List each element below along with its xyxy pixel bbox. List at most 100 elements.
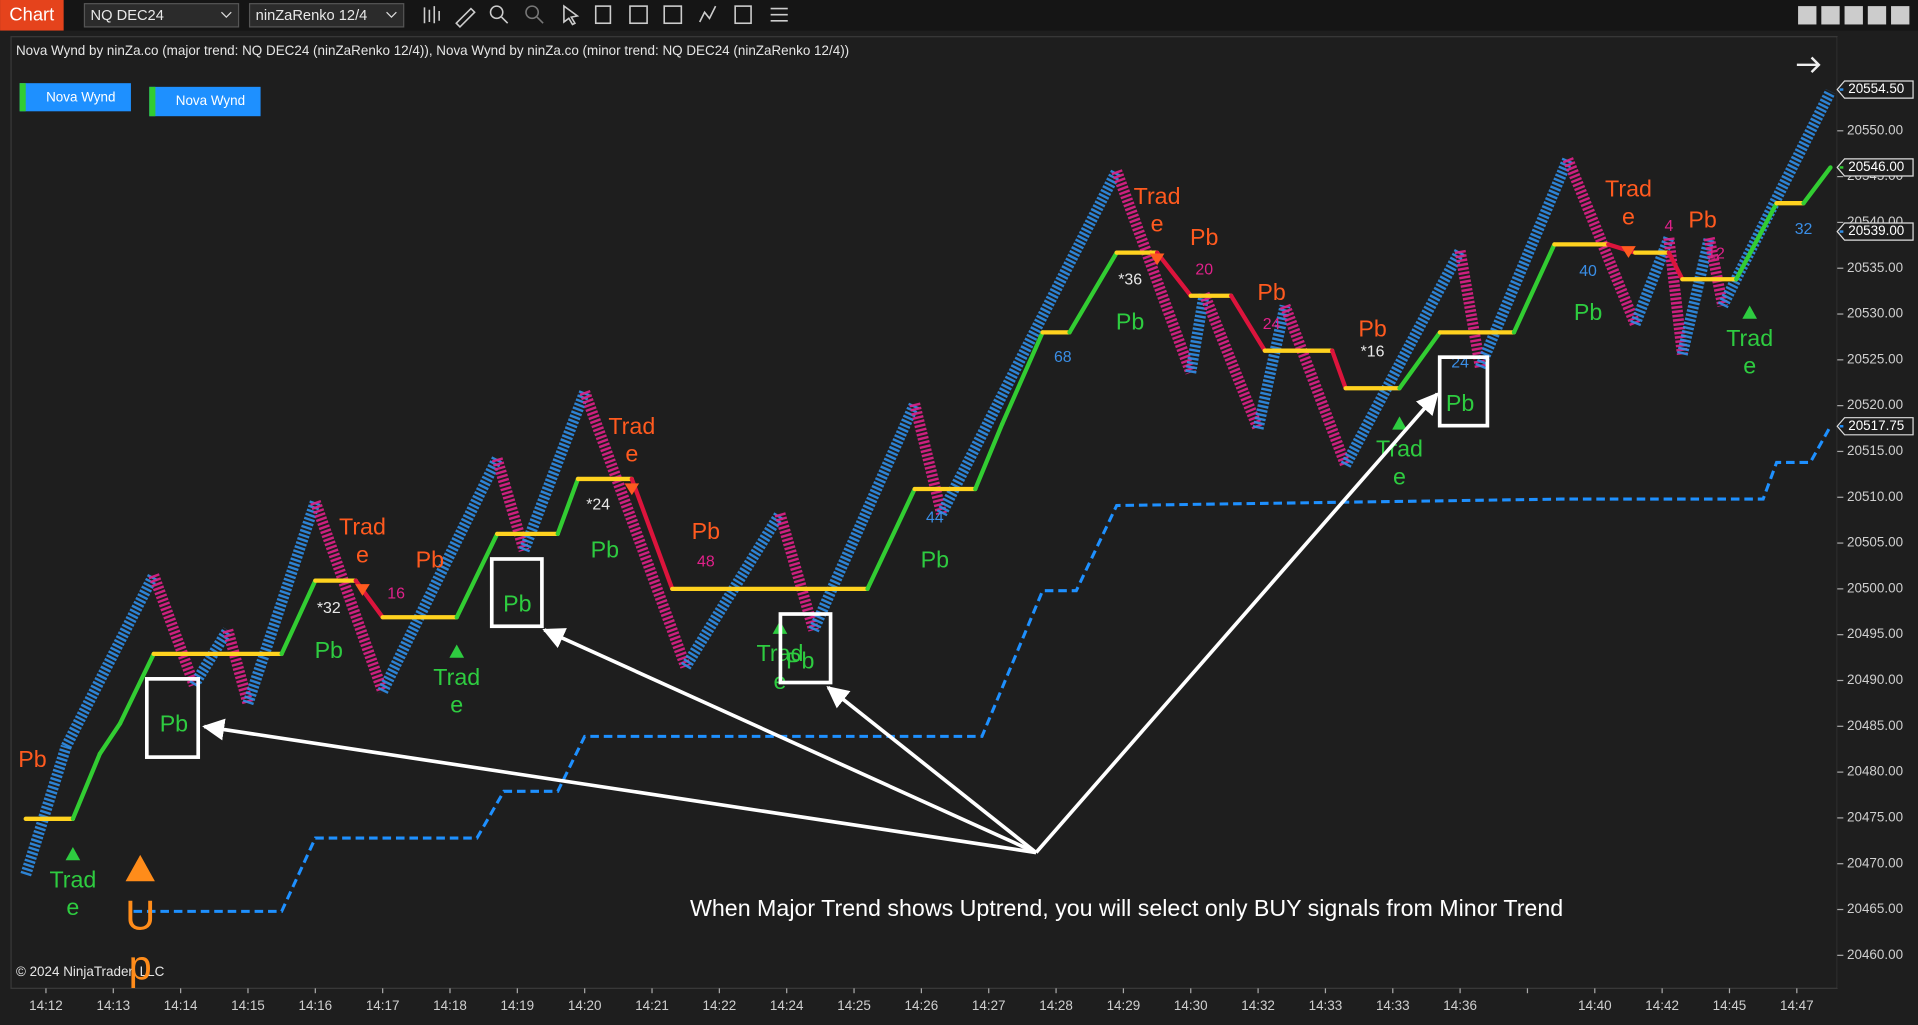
annotation: When Major Trend shows Uptrend, you will… xyxy=(690,895,1563,921)
minor-trend-segment xyxy=(1397,330,1443,391)
price-segment xyxy=(579,390,691,669)
signal-label: e xyxy=(1622,203,1635,229)
buy-triangle xyxy=(125,854,155,882)
x-tick-label: 14:19 xyxy=(501,998,535,1013)
x-tick-label: 14:18 xyxy=(433,998,467,1013)
x-tick-label: 14:22 xyxy=(703,998,737,1013)
y-tick-label: 20515.00 xyxy=(1847,443,1903,458)
y-tick-label: 20500.00 xyxy=(1847,580,1903,595)
minor-trend-segment xyxy=(1801,165,1833,206)
price-segment xyxy=(1185,292,1210,374)
chart-tab[interactable] xyxy=(0,0,64,31)
plot-area xyxy=(10,36,1838,989)
x-tick-label: 14:25 xyxy=(837,998,871,1013)
y-tick-label: 20550.00 xyxy=(1847,122,1903,137)
x-tick-label: 14:17 xyxy=(366,998,400,1013)
minor-trend-segment xyxy=(97,721,123,756)
button-accent xyxy=(19,83,26,112)
toolbar-icons[interactable] xyxy=(423,4,788,29)
price-segment xyxy=(148,573,200,687)
x-tick-label: 14:28 xyxy=(1039,998,1073,1013)
callouts xyxy=(144,355,1490,855)
minor-trend-segment xyxy=(865,486,917,592)
signal-label: Pb xyxy=(1190,224,1218,250)
scroll-arrow[interactable] xyxy=(1796,56,1821,74)
bartype-label: ninZaRenko 12/4 xyxy=(256,8,368,24)
major-trend-line xyxy=(133,425,1832,913)
x-tick-label: 14:30 xyxy=(1174,998,1208,1013)
price-segment xyxy=(1475,157,1573,370)
price-segment xyxy=(808,401,920,633)
signal-label: 4 xyxy=(1664,218,1673,235)
price-segment xyxy=(518,389,590,553)
price-segment xyxy=(774,512,819,632)
nova-wynd-button[interactable] xyxy=(149,86,261,117)
price-segment xyxy=(377,456,503,694)
price-segment xyxy=(491,457,530,552)
y-tick-label: 20495.00 xyxy=(1847,626,1903,641)
button-label: Nova Wynd xyxy=(176,93,245,108)
instrument-select[interactable] xyxy=(83,3,240,28)
buy-triangle xyxy=(65,846,81,861)
x-tick-label: 14:24 xyxy=(770,998,804,1013)
nova-wynd-button[interactable] xyxy=(19,83,131,112)
signal-label: Pb xyxy=(692,518,720,544)
x-tick-label: 14:36 xyxy=(1443,998,1477,1013)
chart-tab-label: Chart xyxy=(9,4,54,25)
price-tag-accent xyxy=(1839,230,1844,233)
y-tick-label: 20520.00 xyxy=(1847,397,1903,412)
y-tick-label: 20485.00 xyxy=(1847,718,1903,733)
signal-label: *32 xyxy=(317,600,341,617)
buy-triangle xyxy=(1742,305,1758,319)
price-segment xyxy=(1340,248,1465,468)
signal-label: Pb xyxy=(18,746,46,772)
signal-label: Pb xyxy=(416,547,444,573)
price-segment xyxy=(61,572,159,749)
signal-label: Pb xyxy=(591,536,619,562)
signal-label: Trad xyxy=(608,413,655,439)
y-tick-label: 20535.00 xyxy=(1847,260,1903,275)
price-segment xyxy=(909,402,947,516)
instrument-label: NQ DEC24 xyxy=(91,8,164,24)
price-tag xyxy=(1836,80,1914,99)
minor-trend-segment xyxy=(1666,250,1685,282)
x-tick-label: 14:27 xyxy=(972,998,1006,1013)
signal-label: e xyxy=(1393,464,1406,490)
y-tick-label: 20465.00 xyxy=(1847,901,1903,916)
x-tick-label: 14:29 xyxy=(1107,998,1141,1013)
signal-label: Pb xyxy=(1358,316,1386,342)
copyright: © 2024 NinjaTrader, LLC xyxy=(16,964,165,979)
y-tick-label: 20460.00 xyxy=(1847,947,1903,962)
y-tick-label: 20525.00 xyxy=(1847,351,1903,366)
signal-label: e xyxy=(1151,211,1164,237)
signal-label: 68 xyxy=(1054,349,1072,366)
price-tag xyxy=(1836,158,1914,177)
signal-label: Pb xyxy=(1688,207,1716,233)
minor-trend-segment xyxy=(454,531,500,620)
signal-label: Trad xyxy=(49,866,96,892)
x-tick-label: 14:15 xyxy=(231,998,265,1013)
x-tick-label: 14:21 xyxy=(635,998,669,1013)
buy-triangle xyxy=(1392,416,1407,430)
signal-label: Pb xyxy=(503,591,531,617)
window-controls[interactable] xyxy=(1798,6,1910,25)
price-tag-label: 20554.50 xyxy=(1848,81,1904,96)
x-tick-label: 14:45 xyxy=(1713,998,1747,1013)
minor-trend-segment xyxy=(70,751,102,821)
sell-triangle xyxy=(1149,253,1165,266)
x-tick-label: 14:26 xyxy=(905,998,939,1013)
price-axis xyxy=(1837,36,1918,989)
signal-label: Trad xyxy=(1605,175,1652,201)
price-segment xyxy=(189,627,233,688)
x-tick-label: 14:14 xyxy=(164,998,198,1013)
bartype-select[interactable] xyxy=(248,3,405,28)
minor-trend-segment xyxy=(117,651,156,726)
signal-label: Trad xyxy=(433,664,480,690)
signal-label: *24 xyxy=(586,497,610,514)
price-tag-label: 20546.00 xyxy=(1848,159,1904,174)
y-tick-label: 20490.00 xyxy=(1847,672,1903,687)
signal-label: 44 xyxy=(926,510,944,527)
price-tag xyxy=(1836,222,1914,241)
x-tick-label: 14:32 xyxy=(1241,998,1275,1013)
